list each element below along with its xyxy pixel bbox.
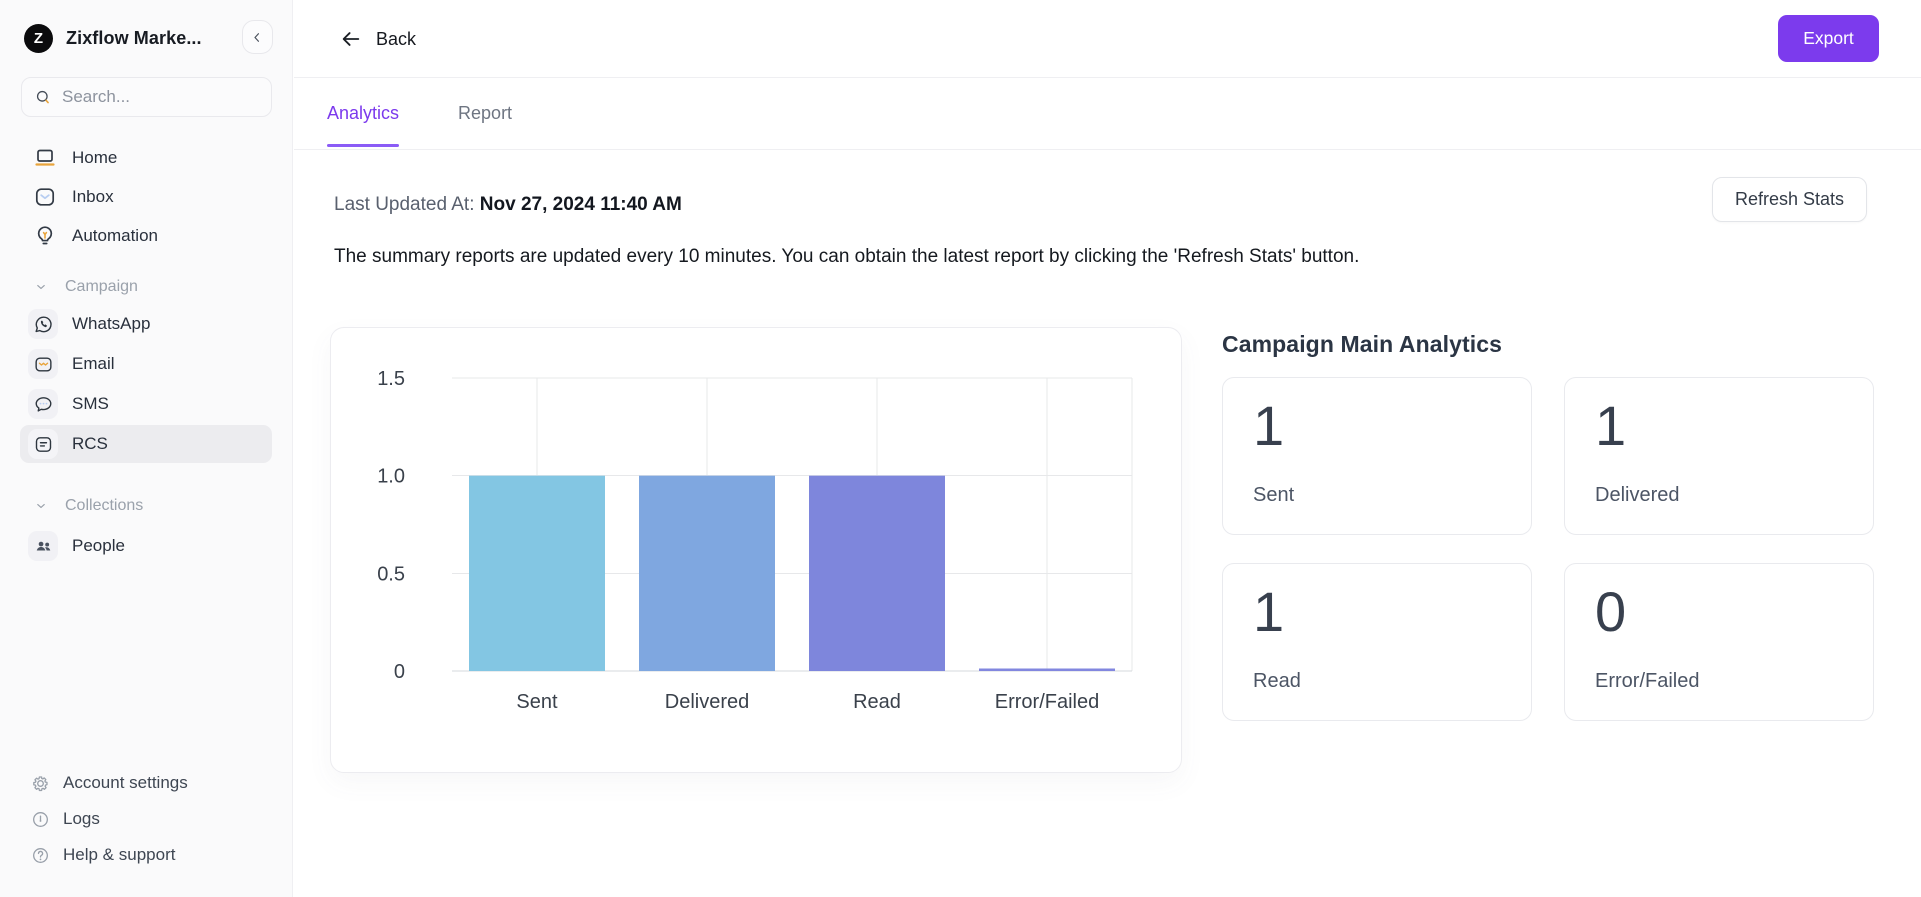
export-button[interactable]: Export: [1778, 15, 1879, 62]
svg-text:1.5: 1.5: [377, 368, 405, 390]
content: Last Updated At: Nov 27, 2024 11:40 AM R…: [294, 150, 1921, 897]
topbar: Back Export: [294, 0, 1921, 78]
whatsapp-icon: [28, 309, 58, 339]
sidebar-campaign-items: WhatsApp Email SMS RCS: [0, 304, 292, 464]
svg-text:Read: Read: [853, 691, 901, 713]
sidebar-item-label: SMS: [72, 394, 109, 413]
chevron-down-icon: [34, 499, 48, 513]
search-input[interactable]: [62, 87, 232, 107]
refresh-stats-button[interactable]: Refresh Stats: [1712, 177, 1867, 222]
last-updated: Last Updated At: Nov 27, 2024 11:40 AM: [334, 194, 682, 216]
rcs-icon: [28, 429, 58, 459]
sms-icon: [28, 389, 58, 419]
automation-icon: [33, 224, 57, 248]
stat-value: 1: [1253, 394, 1285, 457]
sidebar-section-collections[interactable]: Collections: [0, 489, 292, 523]
sidebar-item-sms[interactable]: SMS: [0, 384, 292, 424]
zixflow-logo-icon: Z: [24, 24, 53, 53]
sidebar-item-logs[interactable]: Logs: [0, 801, 292, 837]
sidebar-item-label: Help & support: [63, 845, 176, 864]
sidebar-item-label: Automation: [72, 225, 158, 245]
refresh-info-text: The summary reports are updated every 10…: [334, 246, 1360, 267]
sidebar-section-campaign[interactable]: Campaign: [0, 270, 292, 304]
sidebar-item-account-settings[interactable]: Account settings: [0, 765, 292, 801]
home-icon: [33, 146, 57, 170]
sidebar-item-whatsapp[interactable]: WhatsApp: [0, 304, 292, 344]
campaign-bar-chart: 0 0.5 1.0 1.5 Sent Delivered Read Error/Failed: [330, 327, 1182, 773]
people-icon: [28, 531, 58, 561]
search-icon: [34, 88, 53, 107]
gear-icon: [30, 773, 51, 794]
sidebar-item-label: Account settings: [63, 773, 188, 792]
stat-label: Read: [1253, 670, 1301, 692]
search-box[interactable]: [21, 77, 272, 117]
inbox-icon: [33, 185, 57, 209]
sidebar-footer-nav: Account settings Logs Help & support: [0, 765, 292, 873]
tab-bar: Analytics Report: [294, 78, 1921, 150]
sidebar-collections-items: People: [0, 526, 292, 566]
analytics-cards-grid: 1 Sent 1 Delivered 1 Read 0 Error/Failed: [1222, 377, 1874, 721]
stat-label: Error/Failed: [1595, 670, 1700, 692]
sidebar-collapse-button[interactable]: [242, 20, 273, 54]
svg-text:Sent: Sent: [516, 691, 558, 713]
arrow-left-icon: [340, 28, 362, 50]
sidebar-item-label: RCS: [72, 434, 108, 453]
sidebar-item-label: Inbox: [72, 186, 114, 206]
logs-icon: [30, 809, 51, 830]
stat-card-read: 1 Read: [1222, 563, 1532, 721]
stat-label: Delivered: [1595, 484, 1680, 506]
sidebar-item-home[interactable]: Home: [0, 138, 292, 177]
tab-report[interactable]: Report: [458, 103, 513, 123]
section-label: Collections: [65, 497, 144, 514]
last-updated-value: Nov 27, 2024 11:40 AM: [479, 194, 682, 215]
sidebar-item-label: People: [72, 536, 125, 555]
svg-text:1.0: 1.0: [377, 466, 405, 488]
sidebar-item-rcs[interactable]: RCS: [0, 424, 292, 464]
chevron-left-icon: [250, 30, 265, 45]
svg-text:Delivered: Delivered: [665, 691, 749, 713]
workspace-switcher[interactable]: Z Zixflow Marke...: [24, 24, 202, 53]
svg-text:Error/Failed: Error/Failed: [995, 691, 1099, 713]
section-label: Campaign: [65, 278, 138, 295]
sidebar-item-label: WhatsApp: [72, 314, 151, 333]
stat-card-delivered: 1 Delivered: [1564, 377, 1874, 535]
stat-card-error-failed: 0 Error/Failed: [1564, 563, 1874, 721]
svg-text:0.5: 0.5: [377, 563, 405, 585]
stat-value: 1: [1253, 580, 1285, 643]
stat-value: 0: [1595, 580, 1627, 643]
sidebar: Z Zixflow Marke... Home Inbox Automation C…: [0, 0, 293, 897]
sidebar-item-email[interactable]: Email: [0, 344, 292, 384]
sidebar-item-label: Logs: [63, 809, 100, 828]
tab-analytics[interactable]: Analytics: [327, 78, 400, 149]
sidebar-item-help-support[interactable]: Help & support: [0, 837, 292, 873]
last-updated-label: Last Updated At:: [334, 194, 475, 215]
sidebar-item-label: Email: [72, 354, 115, 373]
sidebar-item-label: Home: [72, 147, 118, 167]
svg-text:0: 0: [394, 661, 405, 683]
workspace-name: Zixflow Marke...: [66, 28, 202, 48]
chevron-down-icon: [34, 280, 48, 294]
sidebar-primary-nav: Home Inbox Automation: [0, 138, 292, 255]
back-button[interactable]: Back: [340, 0, 416, 78]
back-label: Back: [376, 28, 417, 49]
sidebar-item-inbox[interactable]: Inbox: [0, 177, 292, 216]
main-area: Back Export Analytics Report Last Updated…: [294, 0, 1921, 897]
sidebar-item-automation[interactable]: Automation: [0, 216, 292, 255]
stat-card-sent: 1 Sent: [1222, 377, 1532, 535]
stat-value: 1: [1595, 394, 1627, 457]
email-icon: [28, 349, 58, 379]
help-icon: [30, 845, 51, 866]
analytics-section-title: Campaign Main Analytics: [1222, 331, 1503, 357]
sidebar-item-people[interactable]: People: [0, 526, 292, 566]
stat-label: Sent: [1253, 484, 1295, 506]
